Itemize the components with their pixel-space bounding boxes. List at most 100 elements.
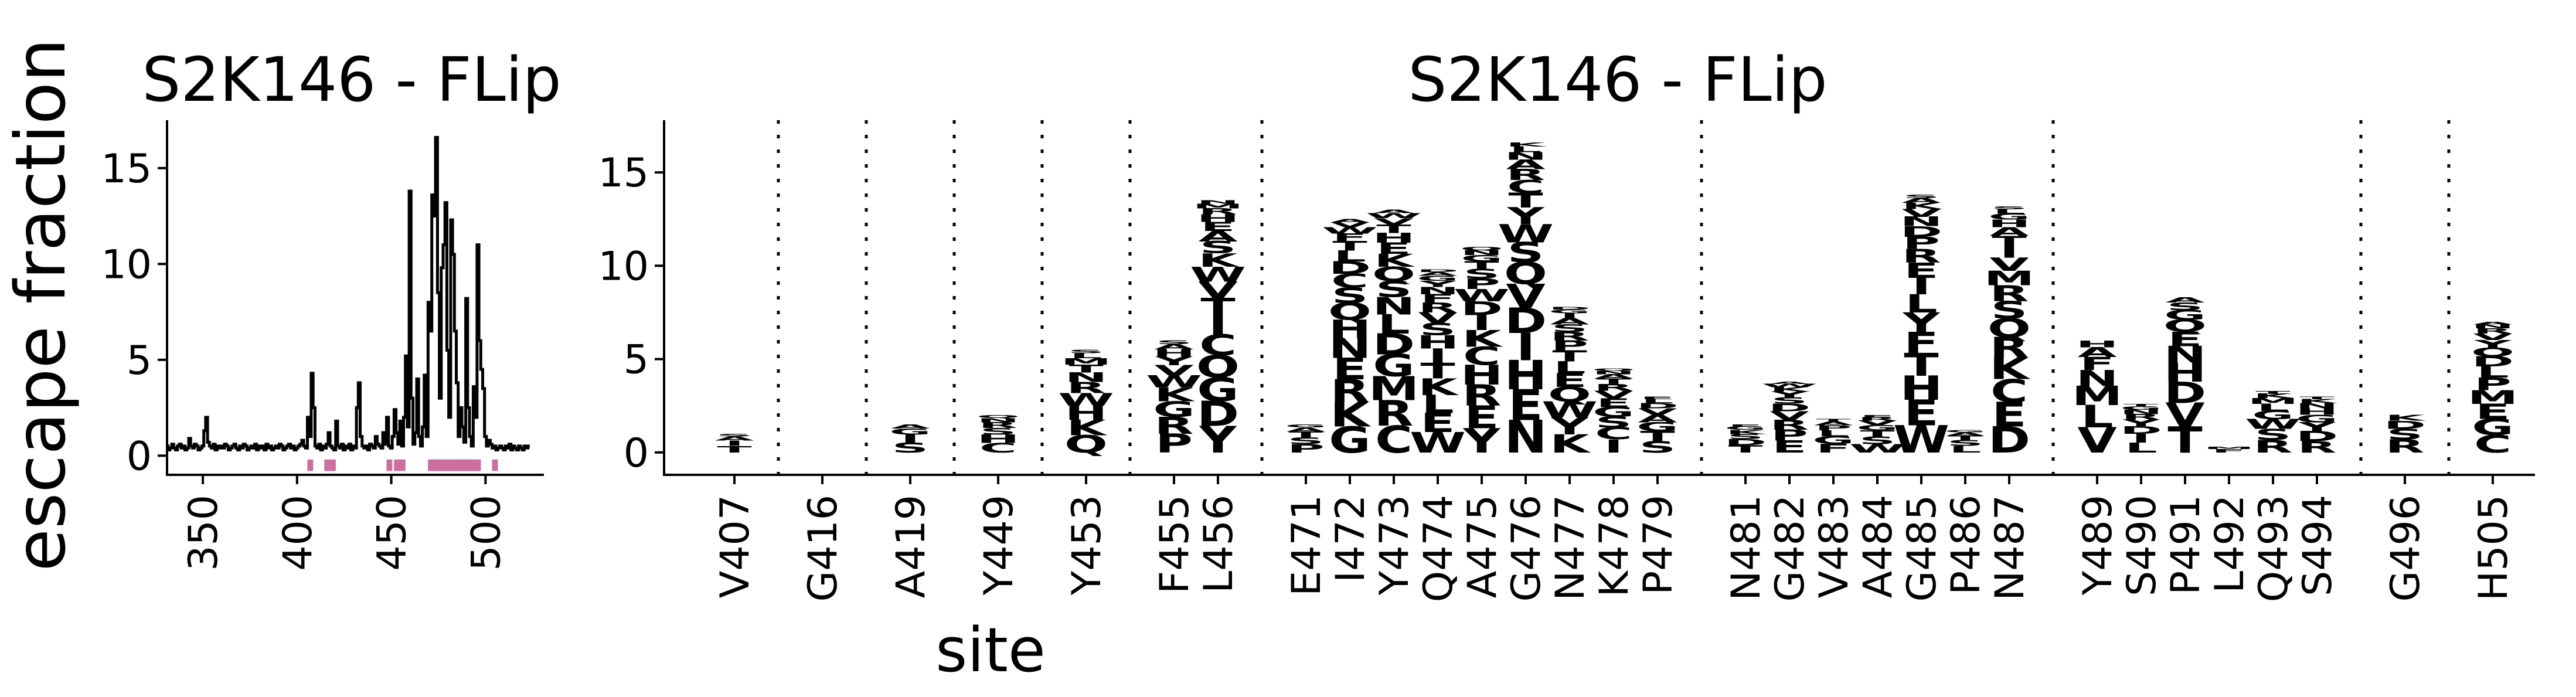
logo-letter: F xyxy=(2080,353,2114,374)
logo-letter: E xyxy=(1508,380,1543,430)
logo-letter: L xyxy=(1377,310,1410,340)
logo-letter: D xyxy=(1373,328,1415,361)
logo-letter: A xyxy=(2473,321,2513,325)
logo-letter: T xyxy=(1728,443,1763,455)
logo-letter: K xyxy=(1901,201,1943,211)
logo-letter: W xyxy=(1058,390,1114,410)
logo-letter: M xyxy=(2204,446,2255,450)
highlight-mark xyxy=(471,459,478,471)
logo-letter: R xyxy=(2473,327,2513,335)
logo-letter: L xyxy=(2476,363,2509,382)
y-tick-label: 15 xyxy=(101,146,152,192)
logo-letter: L xyxy=(1641,398,1673,404)
highlight-mark xyxy=(475,459,481,471)
logo-letter: S xyxy=(1420,320,1457,339)
logo-letter: T xyxy=(1992,233,2027,250)
y-tick-label: 0 xyxy=(127,433,152,480)
site-tick-label: Y449 xyxy=(976,495,1022,596)
logo-letter: I xyxy=(1912,273,1931,300)
site-tick-label: Y473 xyxy=(1372,495,1418,596)
logo-letter: A xyxy=(1198,228,1238,245)
logo-letter: N xyxy=(1065,370,1108,385)
logo-letter: N xyxy=(1505,412,1547,464)
logo-letter: S xyxy=(716,433,753,438)
logo-letter: W xyxy=(1849,441,1905,455)
logo-letter: C xyxy=(1199,329,1237,362)
site-tick-label: N477 xyxy=(1547,495,1594,601)
logo-letter: L xyxy=(1509,145,1541,154)
y-tick-label: 0 xyxy=(624,430,649,477)
site-tick-label: P486 xyxy=(1943,495,1989,595)
logo-letter: W xyxy=(1410,426,1466,459)
logo-letter: S xyxy=(2167,301,2204,312)
logo-letter: S xyxy=(1288,436,1325,447)
site-tick-label: A419 xyxy=(888,495,934,598)
site-tick-label: Y453 xyxy=(1064,495,1110,596)
logo-letter: H xyxy=(1197,212,1240,225)
logo-letter: V xyxy=(1418,310,1458,327)
site-tick-label: P491 xyxy=(2163,495,2209,595)
logo-letter: A xyxy=(1330,218,1370,223)
logo-letter: E xyxy=(1992,395,2026,434)
logo-letter: S xyxy=(1551,322,1588,334)
logo-letter: D xyxy=(1636,402,1679,410)
logo-letter: T xyxy=(717,444,752,454)
logo-letter: A xyxy=(1286,426,1325,433)
logo-letter: A xyxy=(2165,296,2204,304)
logo-letter: D xyxy=(2472,353,2514,370)
logo-letter: M xyxy=(1369,370,1420,408)
logo-letter: T xyxy=(1860,429,1895,439)
group-separators xyxy=(777,120,2451,475)
site-tick-label: L456 xyxy=(1196,495,1242,593)
logo-letter: M xyxy=(2072,381,2123,412)
logo-letter: R xyxy=(1330,373,1370,410)
logo-letter: T xyxy=(1640,429,1675,445)
logo-letter: N xyxy=(1900,214,1943,229)
logo-letter: D xyxy=(2384,419,2426,431)
line-chart-panel: S2K146 - FLip escape fraction 0 5 10 15 350 4… xyxy=(0,38,562,572)
logo-letter: T xyxy=(1332,239,1367,254)
logo-letter: Q xyxy=(1592,368,1635,371)
site-tick-label: G416 xyxy=(800,495,846,601)
site-tick-label: Y489 xyxy=(2075,495,2121,596)
logo-letter: L xyxy=(1905,290,1937,319)
logo-letter: D xyxy=(1988,419,2030,461)
logo-letter: D xyxy=(2296,429,2338,445)
logo-letter: V xyxy=(1638,406,1677,417)
site-tick-label: G476 xyxy=(1503,495,1550,601)
logo-letter: E xyxy=(1772,437,1806,457)
logo-letter: G xyxy=(1856,423,1898,432)
logo-letter: T xyxy=(1552,348,1587,365)
logo-letter: A xyxy=(1154,342,1193,351)
highlight-mark xyxy=(399,459,406,471)
logo-letter: N xyxy=(2120,409,2163,416)
logo-letter: V xyxy=(2473,332,2512,342)
site-tick-label: N481 xyxy=(1723,495,1769,601)
logo-letter: G xyxy=(2252,409,2293,422)
logo-letter: D xyxy=(1900,223,1942,240)
logo-letter: R xyxy=(2254,437,2293,457)
logo-letter: Q xyxy=(1196,349,1240,385)
logo-letter: Q xyxy=(1460,246,1503,251)
logo-letter: D xyxy=(1417,268,1459,273)
logo-letter: S xyxy=(892,440,929,456)
logo-letter: P xyxy=(1551,338,1588,354)
logo-letter: T xyxy=(2299,396,2334,400)
logo-letter: N xyxy=(1329,333,1372,365)
logo-letter: I xyxy=(901,433,920,446)
logo-letter: M xyxy=(2468,386,2519,409)
logo-letter: H xyxy=(1417,332,1459,353)
logo-letter: I xyxy=(1472,311,1491,335)
logo-letter: A xyxy=(1418,271,1458,277)
site-tick-label: A475 xyxy=(1459,495,1506,598)
logo-letter: K xyxy=(1989,351,2031,386)
logo-letter: E xyxy=(1640,396,1675,400)
logo-letter: N xyxy=(1461,249,1503,257)
logo-letter: H xyxy=(977,433,1020,446)
site-tick-label: S494 xyxy=(2295,495,2341,596)
logo-letter: S xyxy=(1859,434,1896,446)
logo-letter: Q xyxy=(1328,298,1372,325)
logo-letter: K xyxy=(1462,325,1503,352)
logo-letter: T xyxy=(1904,347,1938,383)
logo-letter: P xyxy=(1815,424,1852,432)
